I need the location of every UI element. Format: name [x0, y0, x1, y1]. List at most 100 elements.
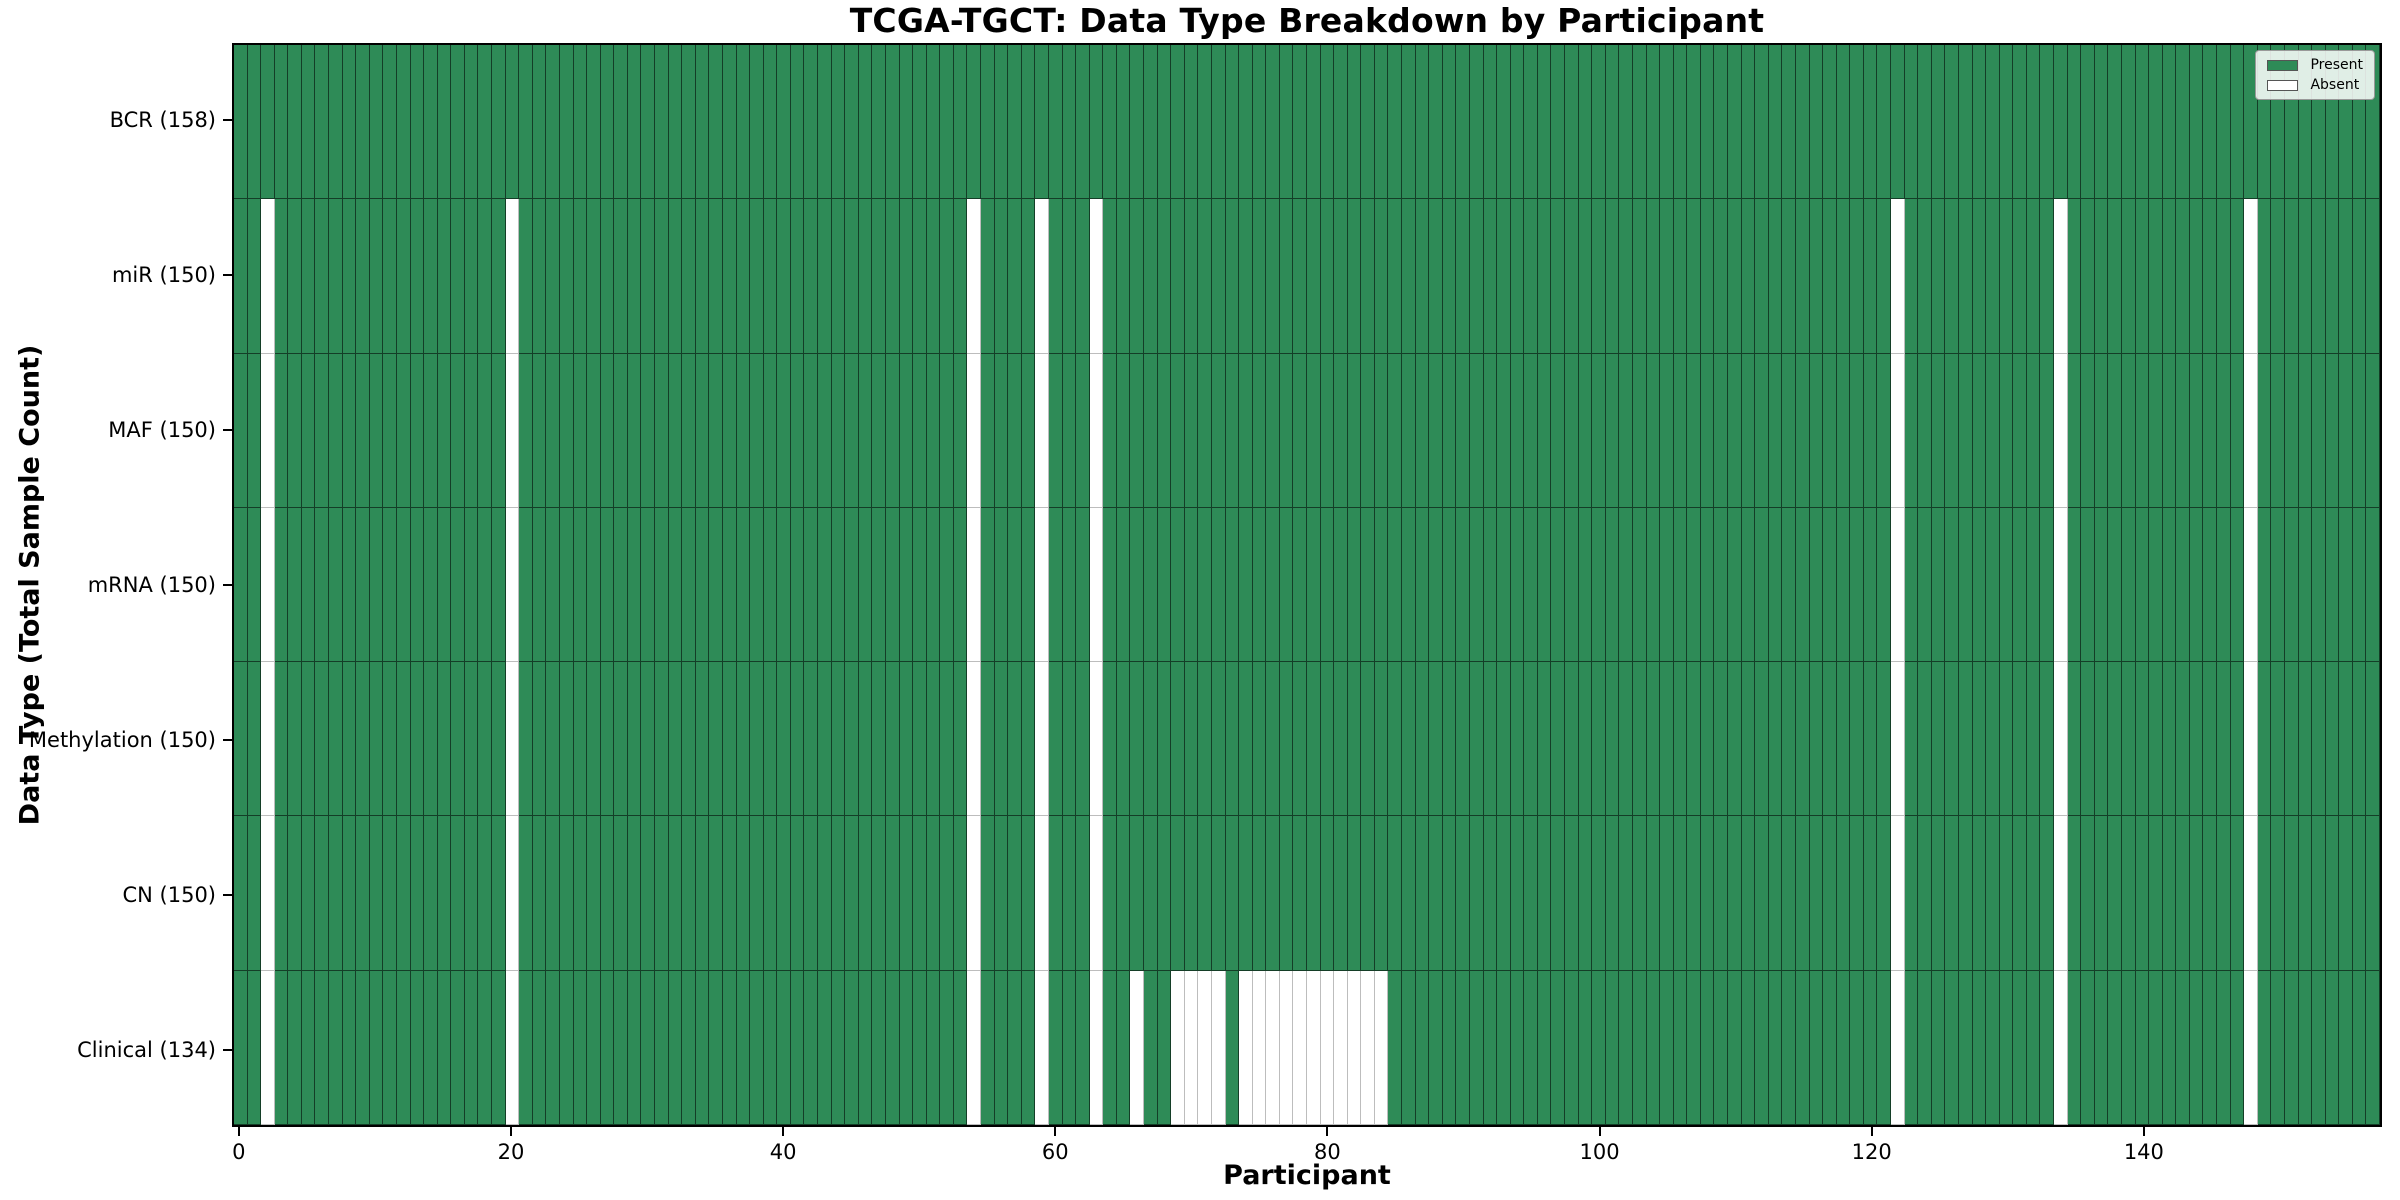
cell-Methylation-36: [722, 662, 737, 817]
cell-BCR-93: [1497, 45, 1511, 200]
cell-Methylation-138: [2108, 662, 2122, 817]
cell-MAF-52: [940, 353, 954, 508]
cell-mRNA-132: [2026, 507, 2041, 663]
cell-miR-40: [777, 199, 791, 354]
cell-miR-66: [1130, 199, 1144, 354]
cell-MAF-63: [1089, 353, 1104, 508]
cell-Clinical-142: [2162, 970, 2177, 1125]
cell-BCR-11: [383, 45, 397, 200]
cell-miR-130: [1999, 199, 2014, 354]
cell-miR-16: [451, 199, 465, 354]
cell-miR-134: [2054, 199, 2068, 354]
cell-BCR-68: [1157, 45, 1172, 200]
cell-BCR-90: [1456, 45, 1470, 200]
cell-MAF-155: [2339, 353, 2353, 508]
cell-miR-143: [2176, 199, 2190, 354]
cell-Clinical-17: [464, 970, 479, 1125]
cell-Methylation-44: [831, 662, 846, 817]
cell-Methylation-49: [899, 662, 914, 817]
cell-Methylation-30: [641, 662, 656, 817]
cell-CN-71: [1198, 816, 1212, 971]
cell-MAF-132: [2026, 353, 2041, 508]
cell-Clinical-152: [2298, 970, 2313, 1125]
cell-miR-53: [953, 199, 968, 354]
cell-Clinical-115: [1795, 970, 1810, 1125]
cell-mRNA-61: [1062, 507, 1077, 663]
cell-miR-29: [627, 199, 642, 354]
cell-CN-8: [342, 816, 357, 971]
cell-MAF-26: [587, 353, 601, 508]
cell-CN-84: [1374, 816, 1389, 971]
legend: Present Absent: [2255, 50, 2375, 100]
cell-MAF-30: [641, 353, 656, 508]
cell-miR-12: [396, 199, 411, 354]
cell-Methylation-28: [614, 662, 628, 817]
cell-mRNA-84: [1374, 507, 1389, 663]
cell-miR-113: [1768, 199, 1783, 354]
cell-mRNA-148: [2244, 507, 2258, 663]
cell-miR-32: [668, 199, 683, 354]
x-tick-label-20: 20: [497, 1140, 525, 1164]
cell-Methylation-101: [1605, 662, 1620, 817]
x-tick-mark-0: [237, 1127, 240, 1136]
cell-MAF-57: [1008, 353, 1022, 508]
y-tick-mark-miR: [223, 274, 232, 277]
cell-mRNA-91: [1469, 507, 1484, 663]
cell-miR-28: [614, 199, 628, 354]
cell-mRNA-121: [1877, 507, 1892, 663]
cell-miR-84: [1374, 199, 1389, 354]
cell-CN-142: [2162, 816, 2177, 971]
cell-Methylation-87: [1415, 662, 1430, 817]
cell-MAF-74: [1239, 353, 1253, 508]
cell-mRNA-35: [709, 507, 723, 663]
cell-miR-74: [1239, 199, 1253, 354]
cell-Methylation-83: [1361, 662, 1375, 817]
cell-BCR-86: [1402, 45, 1416, 200]
cell-BCR-131: [2013, 45, 2027, 200]
cell-MAF-136: [2081, 353, 2095, 508]
cell-miR-131: [2013, 199, 2027, 354]
cell-MAF-119: [1850, 353, 1864, 508]
cell-miR-83: [1361, 199, 1375, 354]
cell-mRNA-44: [831, 507, 846, 663]
cell-BCR-136: [2081, 45, 2095, 200]
cell-MAF-146: [2217, 353, 2231, 508]
cell-mRNA-107: [1687, 507, 1701, 663]
cell-mRNA-117: [1823, 507, 1837, 663]
cell-CN-21: [519, 816, 533, 971]
x-tick-mark-60: [1054, 1127, 1057, 1136]
cell-MAF-137: [2094, 353, 2109, 508]
cell-miR-151: [2284, 199, 2299, 354]
cell-MAF-82: [1347, 353, 1362, 508]
cell-BCR-3: [274, 45, 289, 200]
cell-miR-21: [519, 199, 533, 354]
cell-miR-0: [234, 199, 248, 354]
cell-Methylation-153: [2312, 662, 2326, 817]
cell-mRNA-127: [1958, 507, 1973, 663]
cell-Clinical-83: [1361, 970, 1375, 1125]
cell-mRNA-95: [1524, 507, 1538, 663]
cell-MAF-116: [1809, 353, 1824, 508]
cell-Clinical-141: [2149, 970, 2163, 1125]
cell-BCR-89: [1442, 45, 1457, 200]
cell-BCR-134: [2054, 45, 2068, 200]
cell-Clinical-108: [1700, 970, 1715, 1125]
cell-BCR-105: [1660, 45, 1674, 200]
cell-CN-103: [1632, 816, 1647, 971]
cell-CN-125: [1931, 816, 1946, 971]
cell-miR-132: [2026, 199, 2041, 354]
cell-mRNA-111: [1741, 507, 1756, 663]
cell-CN-104: [1646, 816, 1661, 971]
cell-BCR-20: [505, 45, 520, 200]
cell-CN-81: [1334, 816, 1348, 971]
cell-Clinical-16: [451, 970, 465, 1125]
cell-CN-144: [2189, 816, 2204, 971]
cell-Methylation-59: [1035, 662, 1049, 817]
cell-MAF-64: [1103, 353, 1117, 508]
cell-miR-48: [885, 199, 900, 354]
cell-Clinical-33: [682, 970, 696, 1125]
cell-MAF-43: [818, 353, 832, 508]
cell-miR-141: [2149, 199, 2163, 354]
cell-miR-116: [1809, 199, 1824, 354]
cell-mRNA-97: [1551, 507, 1566, 663]
